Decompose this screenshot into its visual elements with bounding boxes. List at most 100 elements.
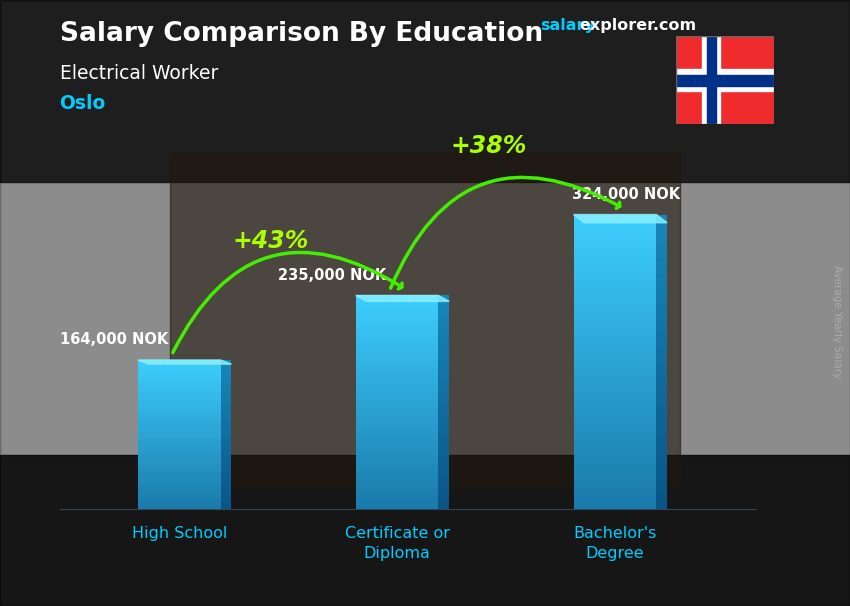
Bar xyxy=(656,318,667,332)
Bar xyxy=(439,391,450,402)
Bar xyxy=(355,302,439,306)
Bar xyxy=(355,402,439,406)
Bar xyxy=(355,345,439,349)
Bar xyxy=(574,264,656,268)
Bar xyxy=(355,395,439,399)
Bar xyxy=(656,406,667,421)
Bar xyxy=(574,425,656,430)
Bar xyxy=(355,310,439,313)
Bar xyxy=(138,452,221,454)
Bar xyxy=(138,435,221,437)
Bar xyxy=(138,487,221,489)
Bar xyxy=(574,416,656,421)
Bar xyxy=(138,375,221,378)
Bar xyxy=(0,454,850,606)
Bar xyxy=(656,376,667,391)
Bar xyxy=(355,456,439,459)
Bar xyxy=(439,445,450,456)
Bar xyxy=(138,382,221,385)
Bar xyxy=(656,421,667,435)
Bar xyxy=(355,313,439,317)
Text: Salary Comparison By Education: Salary Comparison By Education xyxy=(60,21,542,47)
Bar xyxy=(355,374,439,378)
Bar xyxy=(138,402,221,405)
Bar xyxy=(574,421,656,425)
Bar xyxy=(574,387,656,391)
Bar xyxy=(138,365,221,367)
Bar xyxy=(221,382,231,390)
Bar xyxy=(138,482,221,484)
Bar xyxy=(355,391,439,395)
Bar xyxy=(439,381,450,391)
Bar xyxy=(439,498,450,509)
Bar xyxy=(574,239,656,244)
Text: 164,000 NOK: 164,000 NOK xyxy=(60,332,168,347)
Bar xyxy=(221,471,231,479)
Bar xyxy=(138,464,221,467)
Bar xyxy=(574,303,656,308)
Text: 324,000 NOK: 324,000 NOK xyxy=(572,187,680,202)
Bar xyxy=(138,469,221,471)
Bar xyxy=(355,317,439,321)
Bar xyxy=(138,497,221,499)
Bar xyxy=(656,465,667,479)
Bar xyxy=(355,295,439,299)
Bar xyxy=(574,441,656,445)
Bar xyxy=(138,447,221,450)
Bar xyxy=(355,459,439,463)
Bar xyxy=(574,249,656,254)
Bar xyxy=(355,445,439,448)
Bar xyxy=(355,467,439,470)
Bar xyxy=(707,36,716,124)
Bar xyxy=(439,402,450,413)
Bar xyxy=(138,360,221,362)
Bar xyxy=(355,435,439,438)
Bar xyxy=(355,381,439,384)
Bar xyxy=(138,450,221,452)
Bar xyxy=(138,398,221,400)
Bar xyxy=(221,494,231,502)
Bar xyxy=(574,347,656,352)
Bar xyxy=(355,473,439,477)
Bar xyxy=(574,322,656,327)
Bar xyxy=(138,390,221,392)
Bar xyxy=(138,395,221,398)
Bar xyxy=(221,487,231,494)
Bar xyxy=(676,69,774,92)
Bar xyxy=(574,381,656,387)
Bar xyxy=(355,481,439,484)
Bar xyxy=(439,349,450,359)
Bar xyxy=(138,422,221,425)
Bar xyxy=(574,327,656,332)
Bar xyxy=(656,273,667,288)
Bar xyxy=(138,387,221,390)
Bar xyxy=(138,432,221,435)
Bar xyxy=(138,504,221,507)
Text: salary: salary xyxy=(540,18,595,33)
Bar xyxy=(138,410,221,412)
Bar xyxy=(138,459,221,462)
Bar xyxy=(574,219,656,224)
Bar xyxy=(656,332,667,347)
Bar xyxy=(656,288,667,303)
Bar xyxy=(138,417,221,419)
Bar xyxy=(439,488,450,498)
Bar xyxy=(574,485,656,490)
Bar xyxy=(355,378,439,381)
Bar xyxy=(355,327,439,331)
Bar xyxy=(355,410,439,413)
Bar xyxy=(355,342,439,345)
Bar xyxy=(439,359,450,370)
Bar xyxy=(574,254,656,259)
Bar xyxy=(574,455,656,460)
Bar xyxy=(355,463,439,467)
Bar xyxy=(574,460,656,465)
Bar xyxy=(355,370,439,374)
Bar xyxy=(138,430,221,432)
Bar xyxy=(355,491,439,494)
Bar xyxy=(138,412,221,415)
Bar xyxy=(574,342,656,347)
Bar xyxy=(138,427,221,430)
Bar xyxy=(355,494,439,498)
Bar xyxy=(138,425,221,427)
